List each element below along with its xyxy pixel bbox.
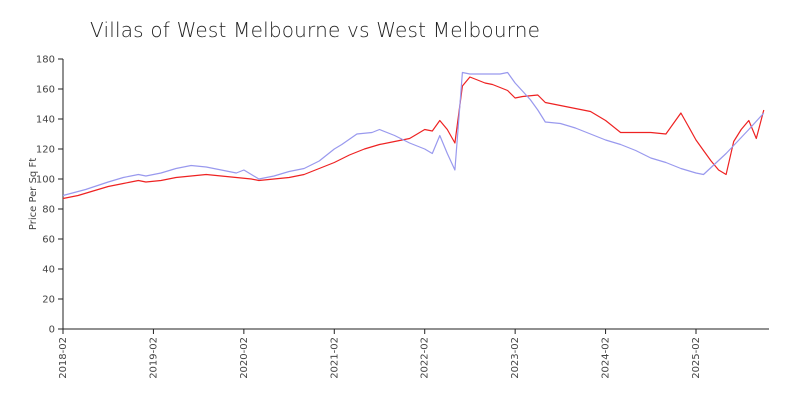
- y-tick-label: 20: [42, 295, 55, 306]
- series-line-2: [62, 71, 765, 197]
- y-tick-label: 0: [49, 325, 55, 336]
- x-tick-label: 2023-02: [510, 337, 521, 379]
- x-tick-label: 2021-02: [329, 337, 340, 379]
- y-tick-label: 160: [36, 85, 55, 96]
- y-tick-label: 120: [36, 145, 55, 156]
- x-tick-label: 2024-02: [601, 337, 612, 379]
- y-tick-label: 100: [36, 175, 55, 186]
- chart-title: Villas of West Melbourne vs West Melbour…: [90, 18, 541, 42]
- y-tick-label: 140: [36, 115, 55, 126]
- y-axis-title: Price Per Sq Ft: [28, 158, 39, 230]
- x-tick-label: 2019-02: [148, 337, 159, 379]
- y-tick-label: 40: [42, 265, 55, 276]
- x-tick-label: 2020-02: [239, 337, 250, 379]
- x-tick-label: 2025-02: [691, 337, 702, 379]
- y-tick-label: 180: [36, 55, 55, 66]
- y-tick-label: 80: [42, 205, 55, 216]
- y-tick-label: 60: [42, 235, 55, 246]
- plot-area: [62, 71, 765, 200]
- chart-axes: 0 20 40 60 80 100 120 140 160 180 2018-02 2019-02 20…: [36, 55, 769, 379]
- x-tick-label: 2018-02: [58, 337, 69, 379]
- series-line-1: [62, 76, 765, 200]
- x-tick-label: 2022-02: [420, 337, 431, 379]
